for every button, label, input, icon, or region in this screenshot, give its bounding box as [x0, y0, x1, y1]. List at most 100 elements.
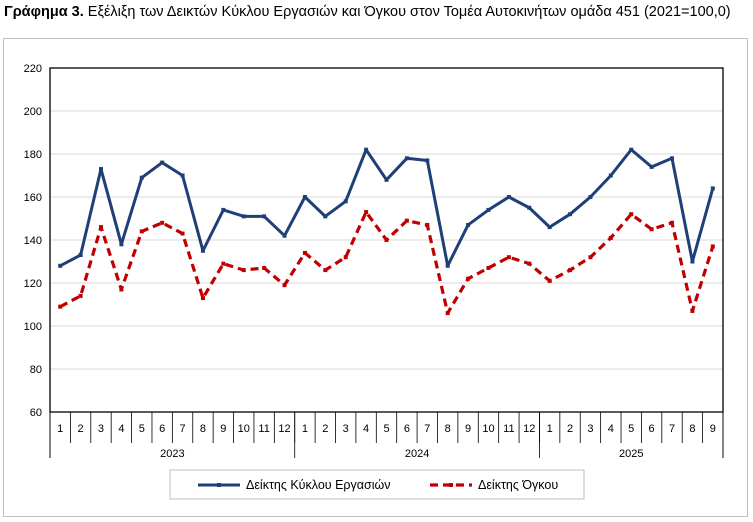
- year-label: 2024: [405, 448, 429, 460]
- y-tick-label: 220: [24, 63, 42, 75]
- x-tick-label: 10: [238, 423, 250, 435]
- x-tick-label: 4: [363, 423, 369, 435]
- x-tick-label: 5: [139, 423, 145, 435]
- data-point: [200, 248, 205, 253]
- x-tick-label: 2: [567, 423, 573, 435]
- chart-title: Γράφημα 3. Εξέλιξη των Δεικτών Κύκλου Ερ…: [4, 4, 731, 20]
- data-point: [649, 164, 654, 169]
- data-point: [404, 218, 409, 223]
- data-point: [78, 253, 83, 258]
- data-point: [608, 173, 613, 178]
- x-tick-label: 11: [258, 423, 269, 435]
- x-tick-label: 2: [322, 423, 328, 435]
- data-point: [119, 242, 124, 247]
- data-point: [506, 255, 511, 260]
- data-point: [302, 250, 307, 255]
- x-tick-label: 1: [302, 423, 308, 435]
- data-point: [180, 173, 185, 178]
- data-point: [343, 199, 348, 204]
- data-point: [78, 293, 83, 298]
- data-point: [527, 261, 532, 266]
- x-tick-label: 4: [608, 423, 614, 435]
- x-tick-label: 5: [628, 423, 634, 435]
- legend-marker-2: [449, 483, 453, 487]
- x-tick-label: 3: [343, 423, 349, 435]
- data-point: [262, 214, 267, 219]
- chart-frame: [3, 38, 748, 517]
- data-point: [282, 283, 287, 288]
- x-tick-label: 6: [404, 423, 410, 435]
- y-tick-label: 120: [24, 278, 42, 290]
- data-point: [466, 276, 471, 281]
- data-point: [58, 263, 63, 268]
- data-point: [547, 225, 552, 230]
- data-point: [649, 227, 654, 232]
- series-line-1: [59, 148, 715, 268]
- x-tick-label: 10: [482, 423, 494, 435]
- y-tick-label: 180: [24, 149, 42, 161]
- y-tick-label: 200: [24, 106, 42, 118]
- data-point: [200, 296, 205, 301]
- data-point: [98, 225, 103, 230]
- data-point: [160, 160, 165, 165]
- data-point: [221, 207, 226, 212]
- x-tick-label: 9: [465, 423, 471, 435]
- data-point: [384, 177, 389, 182]
- x-tick-label: 12: [278, 423, 290, 435]
- data-point: [710, 186, 715, 191]
- y-tick-label: 140: [24, 235, 42, 247]
- data-point: [139, 175, 144, 180]
- data-point: [486, 265, 491, 270]
- data-point: [282, 233, 287, 238]
- data-point: [629, 147, 634, 152]
- chart-title-lead: Γράφημα 3.: [4, 4, 84, 20]
- data-point: [690, 308, 695, 313]
- data-point: [547, 278, 552, 283]
- x-tick-label: 1: [547, 423, 553, 435]
- y-tick-label: 60: [30, 407, 42, 419]
- x-tick-label: 3: [98, 423, 104, 435]
- x-tick-label: 7: [669, 423, 675, 435]
- data-point: [241, 214, 246, 219]
- y-tick-label: 160: [24, 192, 42, 204]
- x-tick-label: 8: [689, 423, 695, 435]
- data-point: [568, 212, 573, 217]
- data-point: [425, 158, 430, 163]
- x-tick-label: 8: [200, 423, 206, 435]
- data-point: [364, 147, 369, 152]
- x-tick-label: 7: [179, 423, 185, 435]
- chart-title-text: Εξέλιξη των Δεικτών Κύκλου Εργασιών και …: [87, 4, 731, 20]
- data-point: [710, 244, 715, 249]
- data-point: [588, 255, 593, 260]
- data-point: [180, 231, 185, 236]
- x-tick-label: 11: [503, 423, 514, 435]
- data-point: [670, 156, 675, 161]
- data-point: [445, 311, 450, 316]
- data-point: [568, 268, 573, 273]
- data-point: [384, 238, 389, 242]
- data-point: [466, 222, 471, 227]
- data-point: [629, 212, 634, 217]
- x-tick-label: 3: [587, 423, 593, 435]
- x-tick-label: 6: [159, 423, 165, 435]
- data-point: [139, 229, 144, 234]
- data-point: [486, 207, 491, 212]
- data-point: [404, 156, 409, 161]
- legend-label-1: Δείκτης Κύκλου Εργασιών: [246, 478, 391, 492]
- x-tick-label: 1: [57, 423, 63, 435]
- data-point: [119, 287, 124, 292]
- data-point: [506, 195, 511, 199]
- data-point: [160, 220, 165, 225]
- legend-label-2: Δείκτης Όγκου: [478, 478, 558, 492]
- year-label: 2023: [160, 448, 184, 460]
- x-tick-label: 4: [118, 423, 124, 435]
- data-point: [608, 235, 613, 240]
- y-tick-label: 100: [24, 321, 42, 333]
- data-point: [425, 222, 430, 227]
- data-point: [262, 265, 267, 270]
- x-tick-label: 5: [383, 423, 389, 435]
- y-tick-label: 80: [30, 364, 42, 376]
- data-point: [364, 210, 369, 215]
- x-tick-label: 12: [523, 423, 535, 435]
